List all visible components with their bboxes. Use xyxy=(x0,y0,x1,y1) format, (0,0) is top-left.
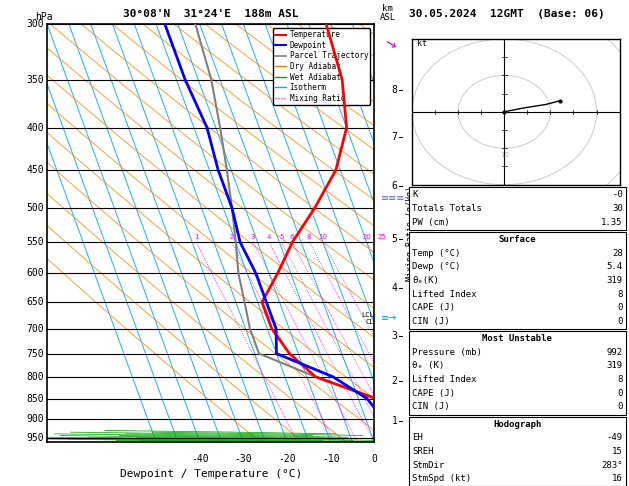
Text: 5: 5 xyxy=(392,234,398,244)
Text: 500: 500 xyxy=(26,203,43,213)
Text: 700: 700 xyxy=(26,324,43,334)
Text: 0: 0 xyxy=(371,454,377,465)
Text: 10: 10 xyxy=(500,152,509,158)
Text: Most Unstable: Most Unstable xyxy=(482,334,552,343)
Text: 1: 1 xyxy=(194,234,199,240)
Text: K: K xyxy=(412,191,418,199)
Text: 350: 350 xyxy=(26,75,43,85)
Text: 28: 28 xyxy=(612,249,623,258)
Text: 15: 15 xyxy=(612,447,623,456)
Text: 800: 800 xyxy=(26,372,43,382)
Text: -30: -30 xyxy=(235,454,252,465)
Text: 300: 300 xyxy=(26,19,43,29)
Text: © weatheronline.co.uk: © weatheronline.co.uk xyxy=(412,472,525,481)
Text: 0: 0 xyxy=(617,317,623,326)
Text: Totals Totals: Totals Totals xyxy=(412,204,482,213)
Text: 900: 900 xyxy=(26,414,43,424)
Text: 1.35: 1.35 xyxy=(601,218,623,226)
Text: CAPE (J): CAPE (J) xyxy=(412,303,455,312)
Text: CAPE (J): CAPE (J) xyxy=(412,389,455,398)
Text: 600: 600 xyxy=(26,268,43,278)
Text: 3: 3 xyxy=(392,331,398,341)
Text: 8: 8 xyxy=(617,290,623,298)
Text: ≡≡≡→: ≡≡≡→ xyxy=(381,193,413,203)
Text: 283°: 283° xyxy=(601,461,623,469)
Text: 8: 8 xyxy=(307,234,311,240)
Text: 20: 20 xyxy=(500,188,509,194)
Text: 950: 950 xyxy=(26,434,43,444)
Text: 4: 4 xyxy=(392,283,398,293)
Text: km
ASL: km ASL xyxy=(379,4,396,22)
Text: 850: 850 xyxy=(26,394,43,403)
Text: 8: 8 xyxy=(617,375,623,384)
Text: Pressure (mb): Pressure (mb) xyxy=(412,348,482,357)
Text: CIN (J): CIN (J) xyxy=(412,317,450,326)
Text: 3: 3 xyxy=(251,234,255,240)
Text: 30: 30 xyxy=(500,225,509,231)
Text: 5.4: 5.4 xyxy=(606,262,623,271)
Text: Dewp (°C): Dewp (°C) xyxy=(412,262,460,271)
Text: 319: 319 xyxy=(606,276,623,285)
Text: 10: 10 xyxy=(318,234,327,240)
Text: -0: -0 xyxy=(612,191,623,199)
Text: 5: 5 xyxy=(279,234,284,240)
Text: StmSpd (kt): StmSpd (kt) xyxy=(412,474,471,483)
Text: 650: 650 xyxy=(26,297,43,307)
Text: StmDir: StmDir xyxy=(412,461,444,469)
Text: Surface: Surface xyxy=(499,235,536,244)
Text: 992: 992 xyxy=(606,348,623,357)
Text: 0: 0 xyxy=(617,402,623,411)
Text: hPa: hPa xyxy=(35,12,53,22)
Legend: Temperature, Dewpoint, Parcel Trajectory, Dry Adiabat, Wet Adiabat, Isotherm, Mi: Temperature, Dewpoint, Parcel Trajectory… xyxy=(273,28,370,105)
Text: Mixing Ratio (g/kg): Mixing Ratio (g/kg) xyxy=(406,186,415,281)
Text: →: → xyxy=(381,36,398,54)
Text: -40: -40 xyxy=(191,454,209,465)
Text: 20: 20 xyxy=(455,454,467,465)
Text: 450: 450 xyxy=(26,165,43,175)
Text: 7: 7 xyxy=(392,132,398,141)
Text: LCL
CL: LCL CL xyxy=(362,312,374,325)
Text: Temp (°C): Temp (°C) xyxy=(412,249,460,258)
Text: 400: 400 xyxy=(26,122,43,133)
Text: 30: 30 xyxy=(499,454,511,465)
Text: 25: 25 xyxy=(377,234,386,240)
Text: 0: 0 xyxy=(617,303,623,312)
Text: 6: 6 xyxy=(392,181,398,191)
Text: 2: 2 xyxy=(392,376,398,386)
Text: CIN (J): CIN (J) xyxy=(412,402,450,411)
Text: Hodograph: Hodograph xyxy=(493,420,542,429)
Text: 319: 319 xyxy=(606,362,623,370)
Text: 16: 16 xyxy=(612,474,623,483)
Text: 30: 30 xyxy=(612,204,623,213)
Text: 550: 550 xyxy=(26,237,43,247)
Text: 1: 1 xyxy=(392,416,398,426)
Text: 0: 0 xyxy=(617,389,623,398)
Text: 2: 2 xyxy=(229,234,233,240)
Text: 10: 10 xyxy=(412,454,424,465)
Text: 4: 4 xyxy=(267,234,271,240)
Text: 30.05.2024  12GMT  (Base: 06): 30.05.2024 12GMT (Base: 06) xyxy=(409,9,604,19)
Text: θₑ (K): θₑ (K) xyxy=(412,362,444,370)
Text: 20: 20 xyxy=(362,234,371,240)
Text: ≡→: ≡→ xyxy=(381,313,397,323)
Text: -10: -10 xyxy=(322,454,340,465)
Text: θₑ(K): θₑ(K) xyxy=(412,276,439,285)
Text: -20: -20 xyxy=(278,454,296,465)
Text: SREH: SREH xyxy=(412,447,433,456)
Text: EH: EH xyxy=(412,434,423,442)
Text: PW (cm): PW (cm) xyxy=(412,218,450,226)
Text: Dewpoint / Temperature (°C): Dewpoint / Temperature (°C) xyxy=(120,469,302,479)
Text: kt: kt xyxy=(416,39,426,48)
Text: 750: 750 xyxy=(26,348,43,359)
Text: Lifted Index: Lifted Index xyxy=(412,290,477,298)
Text: 8: 8 xyxy=(392,85,398,95)
Text: 30°08'N  31°24'E  188m ASL: 30°08'N 31°24'E 188m ASL xyxy=(123,9,299,19)
Text: 6: 6 xyxy=(290,234,294,240)
Text: Lifted Index: Lifted Index xyxy=(412,375,477,384)
Text: -49: -49 xyxy=(606,434,623,442)
